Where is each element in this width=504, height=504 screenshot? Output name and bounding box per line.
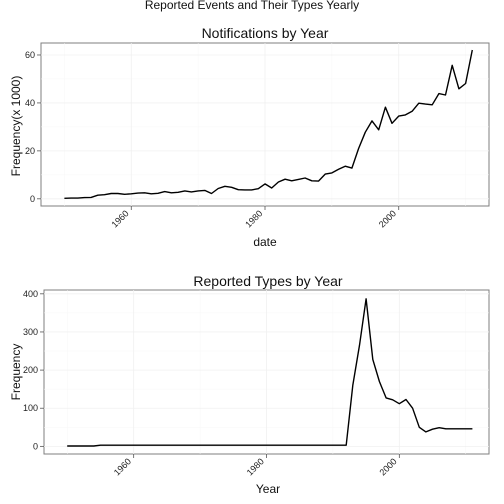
notifications-chart: Notifications by Year date Frequency(x 1… xyxy=(9,25,490,249)
reported-types-chart: Reported Types by Year Year Frequency 0 1… xyxy=(9,273,490,496)
y-tick-label: 100 xyxy=(23,403,38,413)
x-tick-label: 1980 xyxy=(243,208,264,229)
chart-title: Reported Types by Year xyxy=(193,273,343,289)
y-tick-label: 400 xyxy=(23,289,38,299)
series-line xyxy=(67,298,473,447)
y-tick-label: 0 xyxy=(30,194,35,204)
y-axis-label: Frequency(x 1000) xyxy=(9,76,23,177)
x-tick-label: 1960 xyxy=(112,456,133,477)
y-tick-label: 200 xyxy=(23,365,38,375)
chart-title: Notifications by Year xyxy=(202,25,329,41)
y-tick-label: 0 xyxy=(33,441,38,451)
y-axis-label: Frequency xyxy=(9,344,23,401)
x-tick-label: 1980 xyxy=(245,456,266,477)
y-tick-label: 40 xyxy=(25,98,35,108)
x-axis-label: Year xyxy=(256,482,280,496)
y-tick-label: 300 xyxy=(23,327,38,337)
y-tick-label: 60 xyxy=(25,50,35,60)
gridlines xyxy=(41,43,489,206)
figure-title: Reported Events and Their Types Yearly xyxy=(145,0,359,12)
y-tick-label: 20 xyxy=(25,146,35,156)
series-line xyxy=(64,49,473,199)
x-tick-label: 1960 xyxy=(109,208,130,229)
gridlines xyxy=(44,290,489,454)
x-axis-label: date xyxy=(253,235,277,249)
x-tick-label: 2000 xyxy=(377,208,398,229)
x-tick-label: 2000 xyxy=(378,456,399,477)
